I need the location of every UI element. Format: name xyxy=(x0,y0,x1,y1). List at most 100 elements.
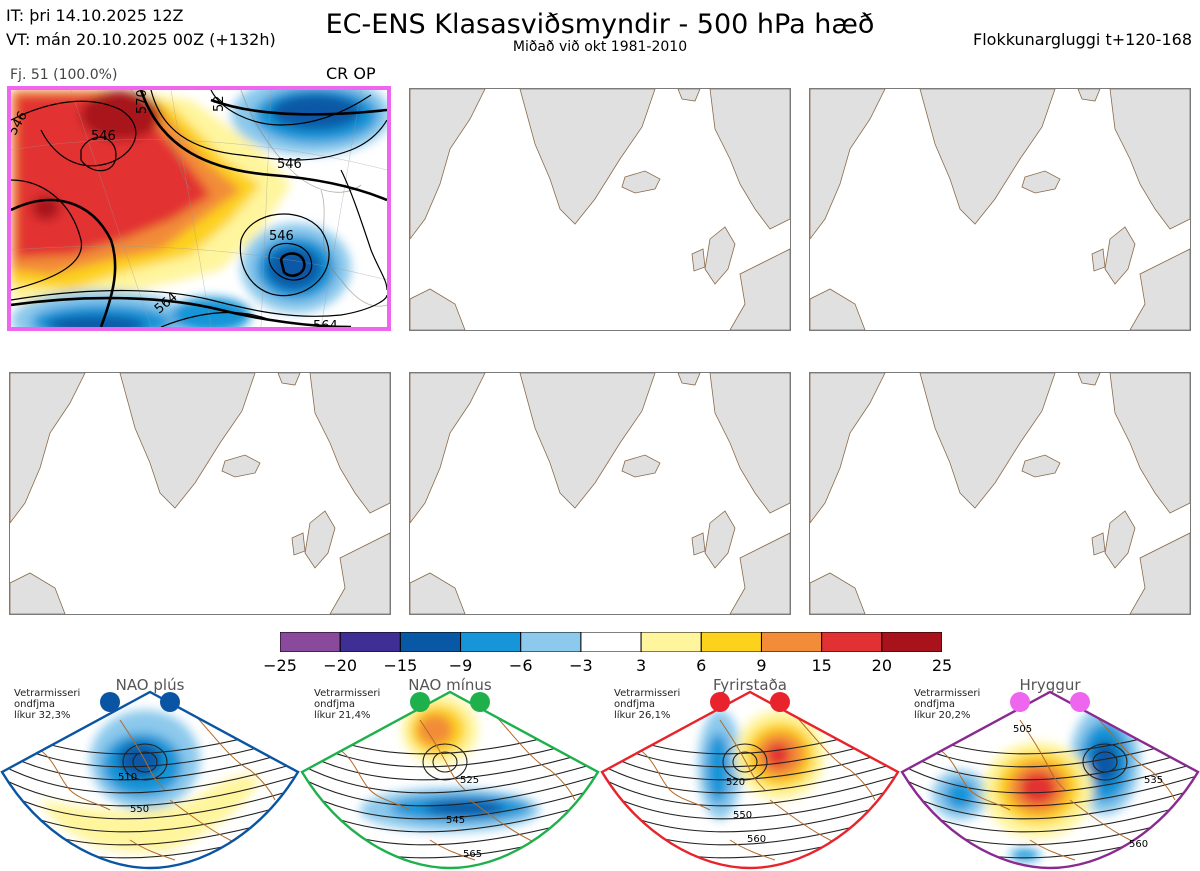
land-outline xyxy=(410,373,790,614)
colorbar-segment xyxy=(881,631,943,653)
cluster-label: Fj. 51 (100.0%) xyxy=(10,67,118,83)
classification-window: Flokkunargluggi t+120-168 xyxy=(973,30,1192,49)
cluster-map-2[interactable] xyxy=(409,88,791,331)
colorbar-tick-label: −15 xyxy=(383,656,418,675)
greenland-landmass xyxy=(919,89,1056,225)
regime-indicator-dot xyxy=(160,692,180,712)
land-outline xyxy=(810,373,1190,614)
regime-contour-label: 535 xyxy=(1144,775,1163,786)
europe-landmass xyxy=(729,248,790,330)
ireland-landmass xyxy=(1091,248,1106,272)
colorbar-segment xyxy=(520,631,582,653)
canada-landmass xyxy=(810,373,886,524)
contour-label: 546 xyxy=(91,129,116,144)
valid-time: VT: mán 20.10.2025 00Z (+132h) xyxy=(6,30,276,49)
cluster-map-5[interactable] xyxy=(409,372,791,615)
cluster-regime-code: CR OP xyxy=(326,64,376,83)
regime-contour-label: 505 xyxy=(1013,724,1032,735)
regime-contour-label: 510 xyxy=(118,772,137,783)
canada-landmass xyxy=(810,89,886,240)
colorbar-segment xyxy=(460,631,522,653)
ireland-landmass xyxy=(691,248,706,272)
iceland-landmass xyxy=(621,170,661,194)
land-outline xyxy=(10,373,390,614)
canada-landmass xyxy=(410,89,486,240)
page-title: EC-ENS Klasasviðsmyndir - 500 hPa hæð xyxy=(325,9,875,40)
svalbard-landmass xyxy=(1077,373,1101,386)
colorbar-tick-label: 3 xyxy=(635,656,647,675)
colorbar-tick-label: −6 xyxy=(508,656,533,675)
regime-info: Vetrarmisseri ondfjma líkur 32,3% xyxy=(14,688,81,721)
canada-landmass xyxy=(10,373,86,524)
greenland-landmass xyxy=(519,89,656,225)
ireland-landmass xyxy=(1091,532,1106,556)
iceland-landmass xyxy=(1021,454,1061,478)
regime-indicator-dot xyxy=(1070,692,1090,712)
scandinavia-landmass xyxy=(709,373,790,514)
ireland-landmass xyxy=(291,532,306,556)
colorbar-graphic xyxy=(279,631,943,653)
land-outline xyxy=(810,89,1190,330)
contour-label: 52 xyxy=(212,95,227,112)
svalbard-landmass xyxy=(277,373,301,386)
regime-indicator-dot xyxy=(470,692,490,712)
land-outline xyxy=(410,89,790,330)
labrador-landmass xyxy=(410,572,466,614)
europe-landmass xyxy=(1129,532,1190,614)
cluster-map-1-graphic: 546 546 546 564 564 546 570 52 xyxy=(11,90,387,327)
colorbar-segment xyxy=(399,631,462,653)
colorbar-segment xyxy=(640,631,702,653)
regime-contour-label: 545 xyxy=(446,815,465,826)
colorbar-tick-label: 9 xyxy=(756,656,767,675)
colorbar-tick-label: −25 xyxy=(263,656,297,675)
britain-landmass xyxy=(704,510,736,569)
cluster-map-4[interactable] xyxy=(9,372,391,615)
regime-info: Vetrarmisseri ondfjma líkur 20,2% xyxy=(914,688,981,721)
svalbard-landmass xyxy=(677,89,701,102)
canada-landmass xyxy=(410,373,486,524)
svalbard-landmass xyxy=(1077,89,1101,102)
regime-map: 520 550 560 xyxy=(600,690,900,870)
regime-indicator-dot xyxy=(710,692,730,712)
britain-landmass xyxy=(304,510,336,569)
colorbar-segment xyxy=(279,631,341,653)
regime-contour-label: 565 xyxy=(463,849,482,860)
greenland-landmass xyxy=(519,373,656,509)
contour-label: 546 xyxy=(269,229,294,244)
regime-name: NAO mínus xyxy=(408,676,492,694)
colorbar-tick-label: −9 xyxy=(448,656,473,675)
svalbard-landmass xyxy=(677,373,701,386)
britain-landmass xyxy=(1104,510,1136,569)
greenland-landmass xyxy=(119,373,256,509)
regime-indicator-dot xyxy=(1010,692,1030,712)
cluster-map-1[interactable]: 546 546 546 564 564 546 570 52 xyxy=(7,86,391,331)
europe-landmass xyxy=(1129,248,1190,330)
issue-time: IT: þri 14.10.2025 12Z xyxy=(6,6,184,25)
regime-name: NAO plús xyxy=(115,676,185,694)
regime-map: 505 535 560 xyxy=(900,690,1200,870)
labrador-landmass xyxy=(410,288,466,330)
labrador-landmass xyxy=(10,572,66,614)
contour-label: 546 xyxy=(277,157,302,172)
regime-contour-label: 525 xyxy=(460,775,479,786)
scandinavia-landmass xyxy=(709,89,790,230)
colorbar-segment xyxy=(339,631,401,653)
colorbar-tick-label: 20 xyxy=(871,656,892,675)
labrador-landmass xyxy=(810,572,866,614)
regime-name: Fyrirstaða xyxy=(713,676,787,694)
scandinavia-landmass xyxy=(309,373,390,514)
ireland-landmass xyxy=(691,532,706,556)
colorbar-segment xyxy=(821,631,883,653)
europe-landmass xyxy=(329,532,390,614)
regime-contour-label: 550 xyxy=(130,804,149,815)
regime-map: 510 550 xyxy=(0,690,300,870)
cluster-map-6[interactable] xyxy=(809,372,1191,615)
contour-label: 570 xyxy=(135,90,150,114)
cluster-map-3[interactable] xyxy=(809,88,1191,331)
labrador-landmass xyxy=(810,288,866,330)
colorbar xyxy=(279,631,943,653)
iceland-landmass xyxy=(621,454,661,478)
iceland-landmass xyxy=(221,454,261,478)
colorbar-tick-label: 25 xyxy=(931,656,953,675)
page-subtitle: Miðað við okt 1981-2010 xyxy=(512,39,688,55)
